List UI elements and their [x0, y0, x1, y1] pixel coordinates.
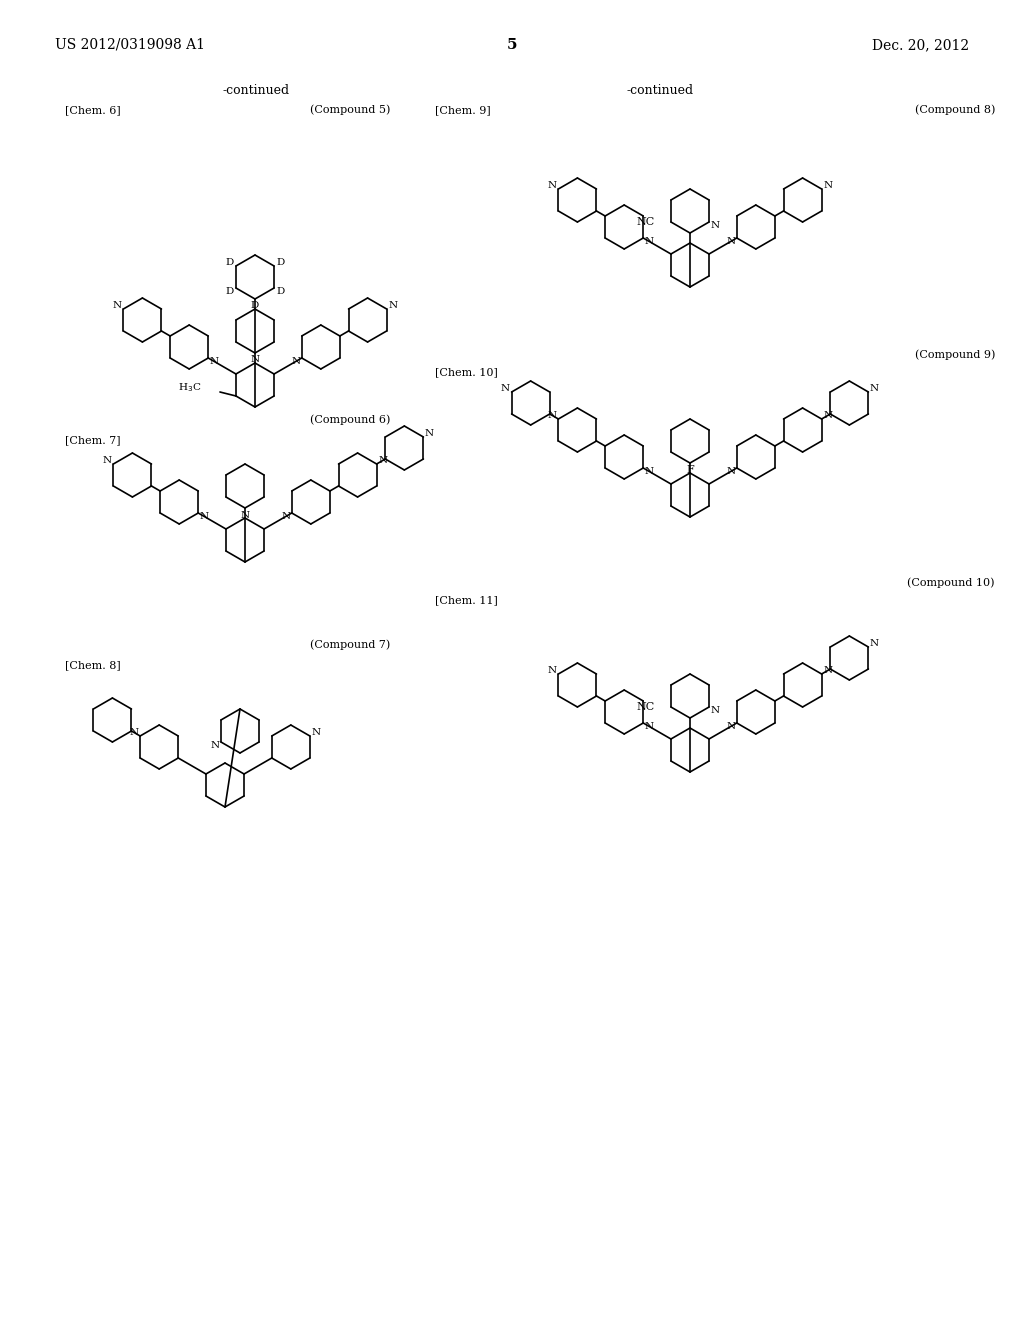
Text: N: N: [726, 722, 735, 731]
Text: NC: NC: [637, 216, 655, 227]
Text: N: N: [251, 355, 259, 364]
Text: -continued: -continued: [222, 83, 290, 96]
Text: N: N: [113, 301, 122, 310]
Text: N: N: [425, 429, 434, 438]
Text: Dec. 20, 2012: Dec. 20, 2012: [871, 38, 969, 51]
Text: F: F: [686, 465, 694, 475]
Text: [Chem. 9]: [Chem. 9]: [435, 106, 490, 115]
Text: N: N: [548, 411, 557, 420]
Text: D: D: [225, 286, 234, 296]
Text: D: D: [251, 301, 259, 310]
Text: N: N: [645, 467, 654, 477]
Text: -continued: -continued: [627, 83, 693, 96]
Text: N: N: [102, 455, 112, 465]
Text: D: D: [225, 257, 234, 267]
Text: N: N: [241, 511, 250, 520]
Text: N: N: [823, 181, 833, 190]
Text: (Compound 10): (Compound 10): [907, 578, 995, 589]
Text: N: N: [726, 238, 735, 246]
Text: N: N: [726, 467, 735, 477]
Text: N: N: [711, 220, 720, 230]
Text: [Chem. 10]: [Chem. 10]: [435, 367, 498, 378]
Text: N: N: [210, 741, 219, 750]
Text: D: D: [276, 286, 285, 296]
Text: US 2012/0319098 A1: US 2012/0319098 A1: [55, 38, 205, 51]
Text: N: N: [210, 356, 219, 366]
Text: N: N: [291, 356, 300, 366]
Text: N: N: [282, 512, 290, 521]
Text: [Chem. 11]: [Chem. 11]: [435, 595, 498, 605]
Text: N: N: [501, 384, 510, 393]
Text: H$_3$C: H$_3$C: [177, 381, 201, 395]
Text: N: N: [548, 667, 557, 675]
Text: (Compound 5): (Compound 5): [309, 104, 390, 115]
Text: N: N: [823, 411, 833, 420]
Text: N: N: [200, 512, 209, 521]
Text: N: N: [711, 706, 720, 715]
Text: N: N: [645, 238, 654, 246]
Text: N: N: [378, 455, 387, 465]
Text: 5: 5: [507, 38, 517, 51]
Text: N: N: [548, 181, 557, 190]
Text: N: N: [311, 729, 321, 737]
Text: [Chem. 8]: [Chem. 8]: [65, 660, 121, 671]
Text: (Compound 7): (Compound 7): [309, 640, 390, 651]
Text: N: N: [388, 301, 397, 310]
Text: (Compound 9): (Compound 9): [914, 350, 995, 360]
Text: N: N: [823, 667, 833, 675]
Text: [Chem. 6]: [Chem. 6]: [65, 106, 121, 115]
Text: N: N: [870, 384, 879, 393]
Text: [Chem. 7]: [Chem. 7]: [65, 436, 121, 445]
Text: (Compound 8): (Compound 8): [914, 104, 995, 115]
Text: N: N: [129, 729, 138, 737]
Text: NC: NC: [637, 702, 655, 711]
Text: (Compound 6): (Compound 6): [309, 414, 390, 425]
Text: D: D: [276, 257, 285, 267]
Text: N: N: [645, 722, 654, 731]
Text: N: N: [870, 639, 879, 648]
